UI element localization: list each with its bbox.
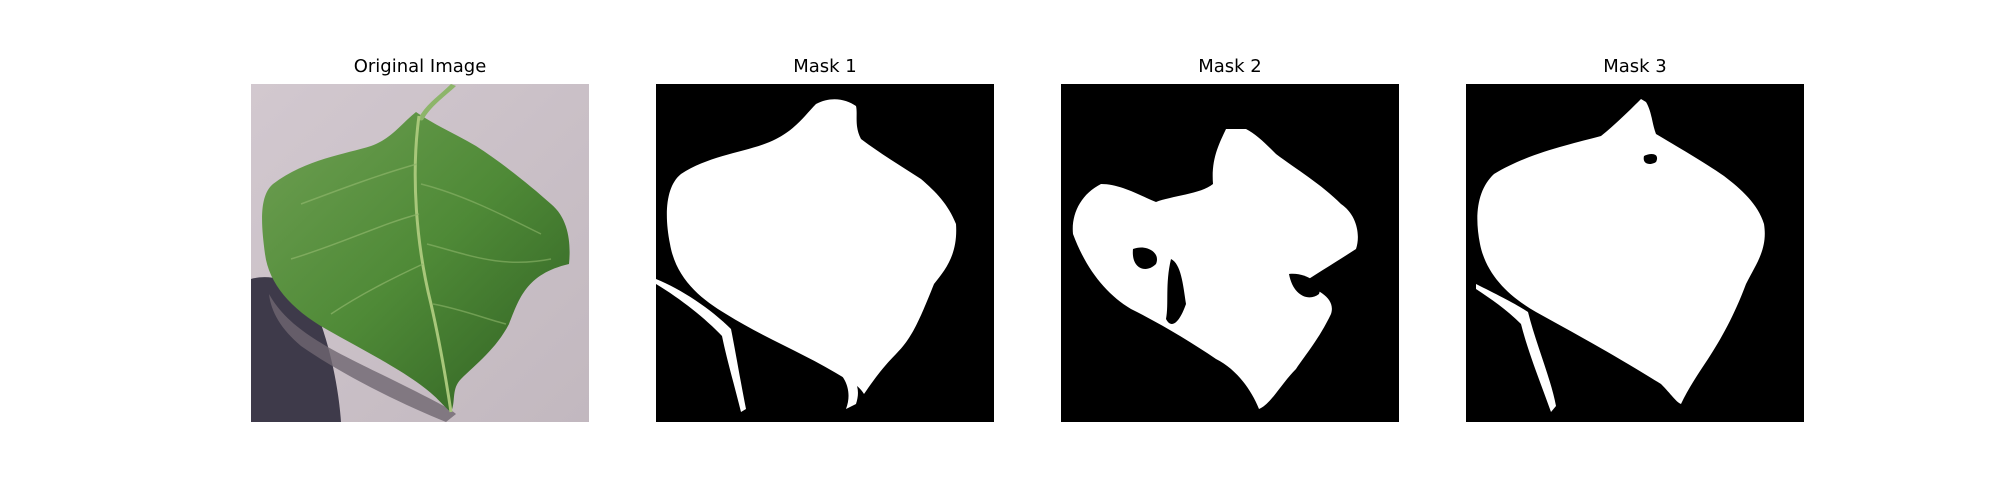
mask-3-image <box>1466 84 1804 422</box>
panel-title: Mask 1 <box>793 56 857 77</box>
panel-title: Original Image <box>353 56 487 77</box>
panel-title: Mask 3 <box>1603 56 1667 77</box>
original-leaf-photo <box>251 84 589 422</box>
panel-title: Mask 2 <box>1198 56 1262 77</box>
mask-1-image <box>656 84 994 422</box>
mask-2-image <box>1061 84 1399 422</box>
